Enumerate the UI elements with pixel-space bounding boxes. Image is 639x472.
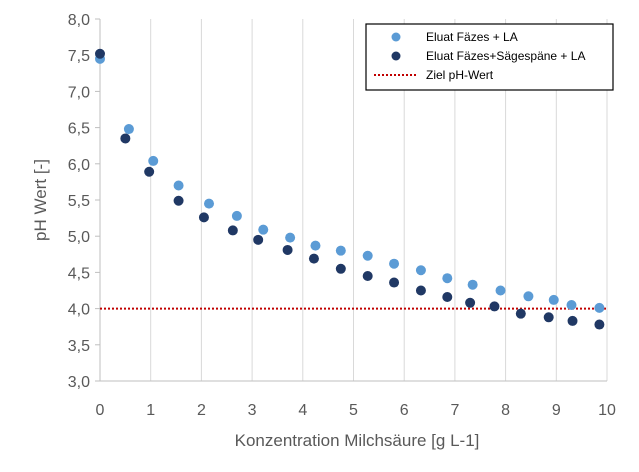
y-axis-title: pH Wert [-] bbox=[31, 159, 50, 241]
y-tick-label: 8,0 bbox=[68, 12, 90, 29]
data-point-series-2 bbox=[442, 292, 453, 303]
data-point-series-1 bbox=[310, 240, 321, 251]
data-point-series-2 bbox=[282, 244, 293, 255]
data-point-series-1 bbox=[231, 210, 242, 221]
data-point-series-1 bbox=[415, 265, 426, 276]
data-point-series-1 bbox=[495, 285, 506, 296]
data-point-series-1 bbox=[173, 180, 184, 191]
x-tick-label: 3 bbox=[248, 402, 257, 419]
data-point-series-2 bbox=[144, 166, 155, 177]
data-point-series-1 bbox=[204, 198, 215, 209]
legend-label-series-2: Eluat Fäzes+Sägespäne + LA bbox=[426, 49, 585, 63]
axes bbox=[95, 18, 607, 382]
y-tick-label: 6,5 bbox=[68, 121, 90, 138]
data-point-series-1 bbox=[566, 299, 577, 310]
data-point-series-2 bbox=[362, 271, 373, 282]
y-tick-label: 5,0 bbox=[68, 229, 90, 246]
y-tick-label: 3,0 bbox=[68, 374, 90, 391]
x-tick-label: 1 bbox=[146, 402, 155, 419]
data-point-series-2 bbox=[489, 301, 500, 312]
x-tick-label: 4 bbox=[298, 402, 307, 419]
data-point-series-1 bbox=[442, 273, 453, 284]
data-points bbox=[95, 48, 605, 330]
y-tick-label: 6,0 bbox=[68, 157, 90, 174]
x-tick-label: 2 bbox=[197, 402, 206, 419]
y-tick-label: 4,0 bbox=[68, 302, 90, 319]
data-point-series-2 bbox=[227, 225, 238, 236]
legend-box bbox=[365, 23, 614, 91]
x-tick-label: 10 bbox=[598, 402, 616, 419]
y-tick-label: 7,0 bbox=[68, 84, 90, 101]
legend-marker-series-2 bbox=[391, 51, 401, 61]
data-point-series-2 bbox=[253, 234, 264, 245]
x-tick-label: 8 bbox=[501, 402, 510, 419]
y-tick-label: 5,5 bbox=[68, 193, 90, 210]
data-point-series-2 bbox=[120, 133, 131, 144]
data-point-series-2 bbox=[415, 285, 426, 296]
x-tick-label: 9 bbox=[552, 402, 561, 419]
y-tick-label: 4,5 bbox=[68, 265, 90, 282]
legend-label-reference-line: Ziel pH-Wert bbox=[426, 68, 494, 82]
legend-marker-series-1 bbox=[391, 32, 401, 42]
data-point-series-1 bbox=[285, 232, 296, 243]
data-point-series-1 bbox=[523, 291, 534, 302]
tick-labels: 3,0 3,5 4,0 4,5 5,0 5,5 6,0 6,5 7,0 7,5 8,0 0 1 2 3 4 5 6… bbox=[68, 12, 616, 419]
data-point-series-1 bbox=[389, 258, 400, 269]
data-point-series-2 bbox=[594, 319, 605, 330]
data-point-series-1 bbox=[123, 124, 134, 135]
x-axis-title: Konzentration Milchsäure [g L-1] bbox=[235, 431, 480, 450]
x-tick-label: 6 bbox=[400, 402, 409, 419]
data-point-series-1 bbox=[594, 302, 605, 313]
legend: Eluat Fäzes + LA Eluat Fäzes+Sägespäne +… bbox=[365, 23, 614, 91]
data-point-series-2 bbox=[198, 212, 209, 223]
y-tick-label: 7,5 bbox=[68, 48, 90, 65]
x-tick-label: 5 bbox=[349, 402, 358, 419]
data-point-series-2 bbox=[515, 308, 526, 319]
y-tick-label: 3,5 bbox=[68, 338, 90, 355]
data-point-series-2 bbox=[308, 253, 319, 264]
data-point-series-1 bbox=[335, 245, 346, 256]
data-point-series-2 bbox=[389, 277, 400, 288]
data-point-series-1 bbox=[548, 294, 559, 305]
data-point-series-2 bbox=[543, 312, 554, 323]
data-point-series-1 bbox=[362, 250, 373, 261]
data-point-series-1 bbox=[148, 155, 159, 166]
data-point-series-2 bbox=[465, 297, 476, 308]
legend-label-series-1: Eluat Fäzes + LA bbox=[426, 30, 518, 44]
x-tick-label: 7 bbox=[450, 402, 459, 419]
data-point-series-2 bbox=[173, 195, 184, 206]
data-point-series-1 bbox=[258, 224, 269, 235]
data-point-series-1 bbox=[467, 279, 478, 290]
data-point-series-2 bbox=[335, 263, 346, 274]
x-tick-label: 0 bbox=[96, 402, 105, 419]
data-point-series-2 bbox=[567, 315, 578, 326]
data-point-series-2 bbox=[95, 48, 105, 59]
